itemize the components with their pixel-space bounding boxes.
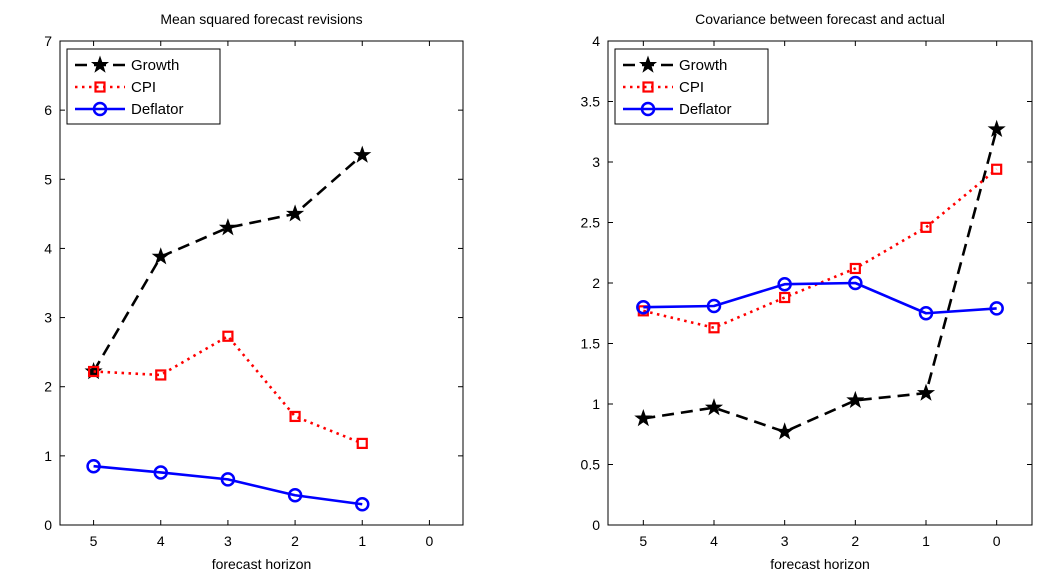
data-point [706,298,722,314]
x-tick-label: 4 [157,533,165,549]
legend-label: Growth [131,57,179,74]
legend-label: CPI [131,79,156,96]
x-tick-label: 1 [922,533,930,549]
x-tick-label: 3 [781,533,789,549]
legend: Growth CPI Deflator [614,48,769,125]
y-tick-label: 4 [44,240,52,256]
series-growth [634,119,1006,440]
legend-box [614,48,769,125]
y-tick-label: 3 [592,154,600,170]
chart-panel-covariance: Covariance between forecast and actual f… [581,11,1033,572]
legend-marker [92,101,108,117]
y-tick-label: 2 [44,379,52,395]
x-tick-label: 0 [426,533,434,549]
y-tick-label: 5 [44,171,52,187]
series-deflator [86,458,370,512]
data-point [155,369,167,381]
x-axis-label: forecast horizon [770,556,870,572]
data-point [848,275,863,291]
y-tick-label: 1 [592,396,600,412]
chart-title: Covariance between forecast and actual [695,11,945,27]
y-tick-label: 7 [44,33,52,49]
x-tick-label: 3 [224,533,232,549]
data-point [287,488,303,503]
legend-label: Growth [679,57,727,74]
series-line [643,281,997,315]
data-point [918,306,934,321]
x-tick-label: 2 [291,533,299,549]
data-point [286,204,305,222]
y-tick-label: 0 [592,517,600,533]
data-point [779,291,791,304]
y-tick-label: 3 [44,310,52,326]
data-point [222,330,234,342]
series-line [93,334,363,445]
chart-title: Mean squared forecast revisions [160,11,362,27]
data-point [353,145,372,163]
data-point [153,465,168,480]
legend-marker [94,81,106,93]
y-tick-label: 4 [592,33,600,49]
x-tick-label: 5 [639,533,647,549]
legend-label: Deflator [131,101,184,118]
x-tick-label: 0 [993,533,1001,549]
y-tick-label: 3.5 [581,94,601,110]
data-point [920,221,932,233]
data-point [989,301,1004,316]
legend-label: CPI [679,79,704,96]
y-tick-label: 6 [44,102,52,118]
data-point [704,398,724,416]
data-point [991,163,1003,175]
series-deflator [636,275,1004,321]
legend: Growth CPI Deflator [66,48,221,125]
legend-marker [640,101,656,117]
y-tick-label: 0.5 [581,457,601,473]
data-point [916,383,936,401]
data-point [777,276,792,292]
series-line [92,154,364,373]
data-point [846,390,865,409]
series-growth [84,145,372,380]
legend-marker [638,55,658,73]
y-tick-label: 2.5 [581,215,601,231]
legend-marker [90,55,110,73]
x-tick-label: 5 [90,533,98,549]
series-line [643,168,998,330]
legend-label: Deflator [679,101,732,118]
data-point [775,422,794,440]
data-point [87,365,100,378]
data-point [220,472,236,487]
data-point [356,437,368,450]
data-point [636,299,651,315]
data-point [355,497,370,512]
data-point [708,322,720,334]
legend-marker [642,81,654,93]
data-point [84,361,103,380]
y-tick-label: 1 [44,448,52,464]
data-point [151,247,170,265]
data-point [86,458,101,474]
series-line [93,464,363,506]
data-point [289,410,301,423]
data-point [849,262,861,275]
x-axis-label: forecast horizon [212,556,312,572]
data-point [987,119,1006,138]
x-tick-label: 2 [851,533,859,549]
y-tick-label: 0 [44,517,52,533]
x-tick-label: 4 [710,533,718,549]
chart-panel-mean-squared-revisions: Mean squared forecast revisions forecast… [44,11,464,572]
y-tick-label: 1.5 [581,336,601,352]
data-point [218,218,237,236]
data-point [634,408,653,427]
y-tick-label: 2 [592,275,600,291]
series-cpi [87,330,368,450]
legend-box [66,48,221,125]
x-tick-label: 1 [358,533,366,549]
series-line [643,128,998,434]
